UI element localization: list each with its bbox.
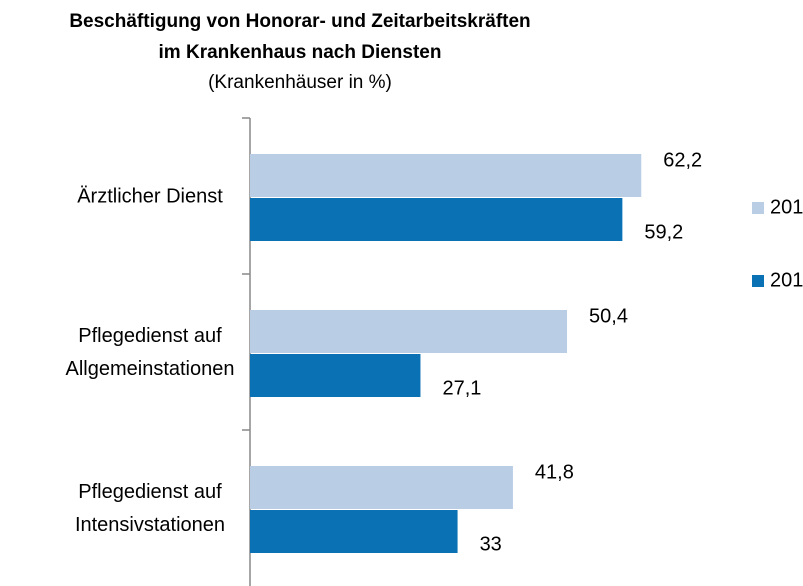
chart-subtitle: (Krankenhäuser in %) — [208, 72, 392, 93]
bar — [250, 466, 513, 509]
category-label: Pflegedienst auf Allgemeinstationen — [65, 325, 235, 380]
value-label: 41,8 — [535, 461, 574, 483]
bar — [250, 154, 642, 197]
value-label: 50,4 — [589, 305, 628, 327]
value-label: 62,2 — [663, 149, 702, 171]
bar — [250, 198, 623, 241]
chart-title: Beschäftigung von Honorar- und Zeitarbei… — [69, 11, 531, 63]
value-label: 59,2 — [644, 221, 683, 243]
legend-swatch — [752, 202, 764, 214]
bar — [250, 510, 458, 553]
bar — [250, 354, 421, 397]
legend-label: 2015 — [770, 269, 803, 291]
bar — [250, 310, 568, 353]
value-label: 27,1 — [442, 377, 481, 399]
legend-swatch — [752, 275, 764, 287]
value-label: 33 — [480, 533, 502, 555]
category-label: Pflegedienst auf Intensivstationen — [74, 481, 226, 536]
category-label: Ärztlicher Dienst — [77, 185, 223, 208]
legend-label: 2018 — [770, 196, 803, 218]
